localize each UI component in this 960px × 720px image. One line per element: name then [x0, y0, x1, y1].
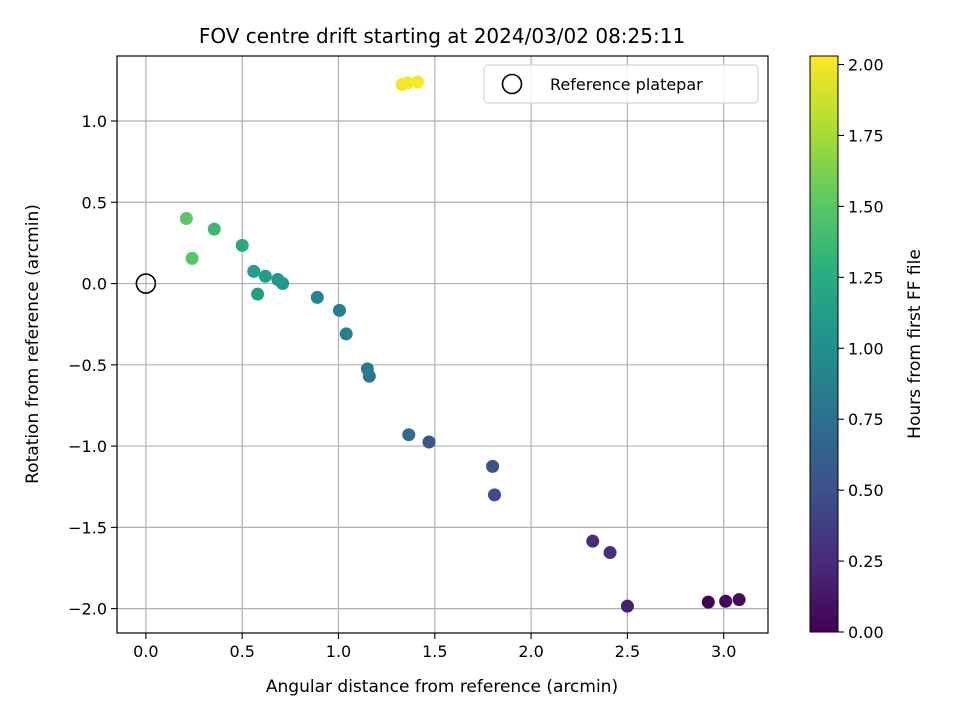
data-point	[620, 599, 634, 613]
legend-box	[483, 64, 759, 104]
data-point	[603, 546, 617, 560]
plot-frame	[116, 55, 769, 634]
colorbar-tick-label: 1.50	[848, 197, 884, 216]
data-point	[310, 290, 324, 304]
x-tick-label: 1.0	[326, 642, 351, 661]
reference-platepar-marker	[135, 273, 157, 294]
data-point	[402, 428, 416, 442]
grid	[117, 56, 768, 633]
x-axis-label: Angular distance from reference (arcmin)	[266, 677, 618, 697]
legend-entry-reference: Reference platepar	[550, 75, 703, 94]
colorbar-tick-label: 1.25	[848, 268, 884, 287]
colorbar-tick-label: 0.50	[848, 481, 884, 500]
colorbar-tick-label: 0.25	[848, 552, 884, 571]
data-point	[332, 303, 346, 317]
data-point	[247, 264, 261, 278]
data-point	[701, 595, 715, 609]
data-point	[258, 269, 272, 283]
colorbar-gradient	[809, 55, 839, 633]
data-point	[207, 222, 221, 236]
y-tick-label: −1.0	[68, 437, 107, 456]
y-tick-label: 0.0	[82, 275, 107, 294]
y-tick-label: 0.5	[82, 193, 107, 212]
y-tick-label: −0.5	[68, 356, 107, 375]
data-point	[719, 594, 733, 608]
x-tick-label: 1.5	[422, 642, 447, 661]
colorbar: 0.00 0.25 0.50 0.75 1.00 1.25 1.50 1.75 2.00 Hou…	[809, 55, 925, 642]
chart-title: FOV centre drift starting at 2024/03/02 …	[199, 24, 685, 48]
data-point	[185, 251, 199, 265]
y-axis-label: Rotation from reference (arcmin)	[23, 204, 43, 484]
x-tick-label: 2.0	[518, 642, 543, 661]
data-point	[251, 287, 265, 301]
data-point	[488, 488, 502, 502]
x-tick-label: 0.0	[133, 642, 158, 661]
data-point	[586, 534, 600, 548]
x-axis-ticks: 0.0 0.5 1.0 1.5 2.0 2.5 3.0	[133, 633, 736, 661]
colorbar-tick-label: 0.00	[848, 623, 884, 642]
data-point	[486, 459, 500, 473]
data-point	[410, 75, 424, 89]
data-point	[179, 212, 193, 226]
data-point	[235, 238, 249, 252]
data-point	[732, 593, 746, 607]
x-tick-label: 3.0	[711, 642, 736, 661]
legend: Reference platepar	[483, 64, 759, 104]
y-tick-label: −2.0	[68, 600, 107, 619]
data-point	[271, 272, 285, 286]
y-axis-ticks: −2.0 −1.5 −1.0 −0.5 0.0 0.5 1.0	[68, 112, 117, 619]
y-tick-label: −1.5	[68, 518, 107, 537]
x-tick-label: 2.5	[615, 642, 640, 661]
colorbar-tick-label: 2.00	[848, 56, 884, 75]
colorbar-tick-label: 1.75	[848, 126, 884, 145]
legend-marker-icon	[501, 73, 523, 95]
colorbar-tick-label: 0.75	[848, 410, 884, 429]
x-tick-label: 0.5	[229, 642, 254, 661]
data-point	[360, 362, 374, 376]
colorbar-ticks: 0.00 0.25 0.50 0.75 1.00 1.25 1.50 1.75 2.00	[838, 56, 884, 642]
data-point	[422, 435, 436, 449]
data-point	[401, 76, 415, 90]
colorbar-tick-label: 1.00	[848, 339, 884, 358]
colorbar-label: Hours from first FF file	[905, 249, 925, 439]
y-tick-label: 1.0	[82, 112, 107, 131]
data-point	[339, 327, 353, 341]
data-points	[179, 75, 746, 613]
